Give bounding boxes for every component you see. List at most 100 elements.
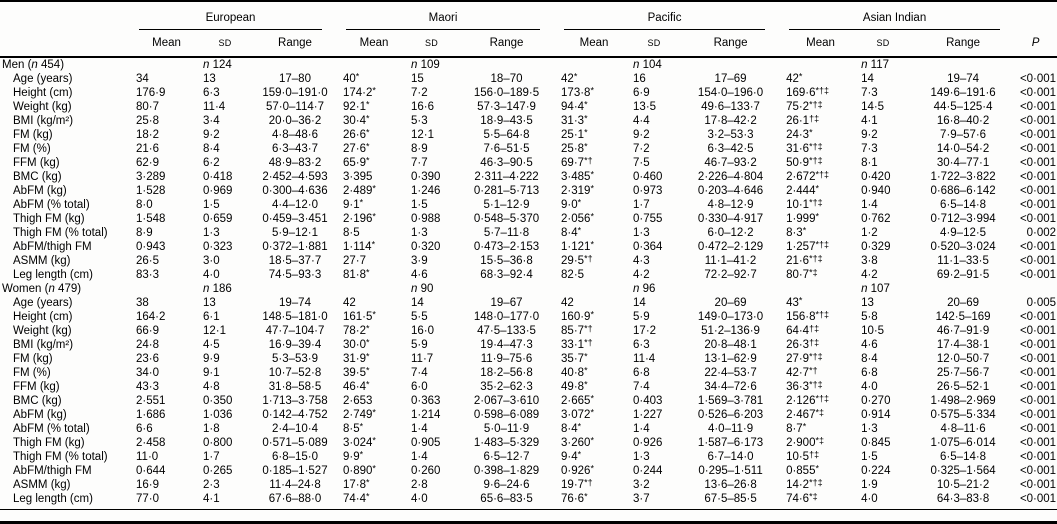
sd-value: 7·4 <box>411 367 428 379</box>
row-label: Leg length (cm) <box>0 492 133 510</box>
sd-value: 0·914 <box>861 409 891 421</box>
row-label: Height (cm) <box>13 87 73 99</box>
sd-value: 13 <box>861 297 874 309</box>
table-row: AbFM/thigh FM 0·943 0·323 0·372–1·881 1·114*… <box>0 240 1057 254</box>
sd-value: 0·244 <box>633 465 663 477</box>
mean-value: 43·3 <box>136 381 160 393</box>
significance-marker: * <box>815 463 819 474</box>
mean-value: 173·8* <box>561 85 594 99</box>
range-value: 1·713–3·758 <box>262 395 328 407</box>
range-value: 6·3–43·7 <box>271 143 319 155</box>
significance-marker: * <box>815 183 819 194</box>
p-value: <0·001 <box>1019 171 1057 183</box>
sd-value: 1·3 <box>633 451 650 463</box>
significance-marker: * <box>590 239 594 250</box>
mean-value: 2·749* <box>343 407 376 421</box>
significance-marker: * <box>590 183 594 194</box>
significance-marker: *†‡ <box>815 393 829 404</box>
section-label: Men (n 454) <box>2 59 65 71</box>
sd-value: 9·2 <box>861 129 878 141</box>
row-label: Thigh FM (kg) <box>13 437 85 449</box>
sd-value: 7·2 <box>411 87 428 99</box>
significance-marker: * <box>366 337 370 348</box>
sd-value: 1·3 <box>861 423 878 435</box>
range-value: 1·722–3·822 <box>930 171 996 183</box>
range-value: 0·398–1·829 <box>473 465 540 477</box>
mean-value: 1·121* <box>561 239 594 253</box>
significance-marker: * <box>366 155 370 166</box>
sd-value: 1·036 <box>203 409 233 421</box>
significance-marker: * <box>372 463 376 474</box>
mean-value: 11·0 <box>136 451 159 463</box>
row-label: AbFM/thigh FM <box>13 241 92 253</box>
sd-value: 0·270 <box>861 395 891 407</box>
row-label: Age (years) <box>13 297 73 309</box>
sd-value: 9·1 <box>203 367 220 379</box>
mean-value: 24·3* <box>786 127 813 141</box>
range-value: 20–69 <box>947 297 980 309</box>
mean-value: 78·2* <box>343 323 370 337</box>
sd-value: 1·7 <box>633 199 650 211</box>
empty-cell <box>133 282 200 296</box>
p-value: <0·001 <box>1019 143 1057 155</box>
mean-value: 3·395 <box>343 171 373 183</box>
range-value: 1·569–3·781 <box>697 395 764 407</box>
table-body: Men (n 454) n 124 n 109 n 104 n 117 Age (year… <box>0 57 1057 510</box>
mean-value: 74·4* <box>340 492 408 510</box>
significance-marker: * <box>366 323 370 334</box>
sd-value: 10·5 <box>861 325 885 337</box>
mean-value: 160·9* <box>561 309 594 323</box>
p-header-spacer <box>1018 1 1057 30</box>
mean-value: 42* <box>786 71 803 85</box>
row-label: BMI (kg/m²) <box>13 339 74 351</box>
row-label: Thigh FM (% total) <box>13 227 108 239</box>
significance-marker: * <box>366 379 370 390</box>
mean-value: 75·2*†‡ <box>786 99 823 113</box>
p-value: <0·001 <box>1019 381 1057 393</box>
sd-value: 8·4 <box>861 353 878 365</box>
sd-value: 0·390 <box>411 171 441 183</box>
sd-value: 8·9 <box>411 143 428 155</box>
table-row: Leg length (cm) 77·0 4·1 67·6–88·0 74·4* 4·0 6… <box>0 492 1057 510</box>
mean-value: 38 <box>136 297 149 309</box>
range-value: 0·300–4·636 <box>262 185 328 197</box>
range-value: 5·9–12·1 <box>271 227 319 239</box>
significance-marker: *†‡ <box>809 197 823 208</box>
sd-value: 3·0 <box>203 255 220 267</box>
mean-value: 2·665* <box>561 393 594 407</box>
sd-value: 1·5 <box>203 199 220 211</box>
significance-marker: * <box>590 211 594 222</box>
mean-value: 64·4†‡ <box>786 323 820 337</box>
mean-value: 0·890* <box>343 463 376 477</box>
significance-marker: †‡ <box>809 113 820 124</box>
sd-value: 11·4 <box>203 101 226 113</box>
mean-value: 21·6*†‡ <box>786 253 823 267</box>
range-value: 17–69 <box>714 73 747 85</box>
range-value: 0·295–1·511 <box>698 465 763 477</box>
group-label-maori: Maori <box>346 12 541 30</box>
sd-value: 1·3 <box>633 227 650 239</box>
range-value: 4·9–12·5 <box>940 227 987 239</box>
mean-value: 8·7* <box>786 421 807 435</box>
sd-value: 1·8 <box>203 423 220 435</box>
range-value: 142·5–169 <box>935 311 991 323</box>
group-n-count: n 109 <box>411 59 440 71</box>
sd-value: 1·2 <box>861 227 878 239</box>
sd-value: 4·1 <box>861 115 878 127</box>
range-value: 17·4–38·1 <box>936 339 990 351</box>
sd-value: 0·265 <box>203 465 233 477</box>
mean-value: 31·3* <box>561 113 588 127</box>
mean-value: 0·943 <box>136 241 166 253</box>
sd-value: 0·320 <box>411 241 441 253</box>
sd-value: 1·4 <box>633 423 650 435</box>
mean-value: 0·855* <box>786 463 819 477</box>
sd-value: 4·8 <box>203 381 220 393</box>
group-n-count: n 96 <box>633 283 656 295</box>
col-header-range-european: Range <box>250 30 340 58</box>
range-value: 0·598–6·089 <box>473 409 540 421</box>
range-value: 0·325–1·564 <box>930 465 996 477</box>
sd-value: 0·329 <box>861 241 891 253</box>
significance-marker: * <box>577 421 582 432</box>
significance-marker: * <box>590 85 594 96</box>
significance-marker: * <box>590 463 594 474</box>
